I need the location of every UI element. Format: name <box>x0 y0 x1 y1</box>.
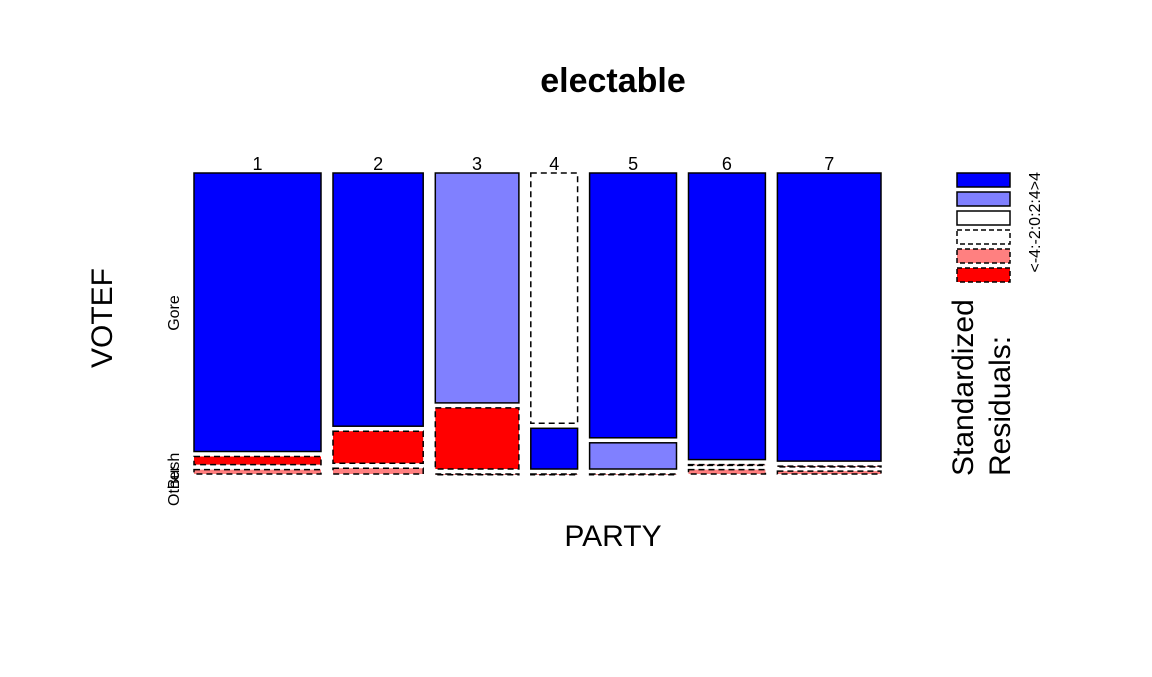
mosaic-cell-3-bush <box>434 407 520 470</box>
mosaic-cell-5-other <box>588 473 678 476</box>
mosaic-cell-3-other <box>434 473 520 476</box>
mosaic-cell-5-gore <box>588 172 678 439</box>
mosaic-cell-1-other <box>193 468 322 475</box>
legend-swatch-4 <box>956 248 1011 264</box>
mosaic-cell-4-other <box>530 473 579 476</box>
mosaic-cell-7-bush <box>776 465 882 468</box>
mosaic-cell-7-gore <box>776 172 882 462</box>
mosaic-cell-4-gore <box>530 172 579 425</box>
column-label-4: 4 <box>549 154 559 174</box>
mosaic-cell-1-gore <box>193 172 322 453</box>
mosaic-cell-6-other <box>687 468 767 475</box>
mosaic-cell-1-bush <box>193 455 322 466</box>
mosaic-cell-2-gore <box>332 172 424 427</box>
legend-swatch-2 <box>956 210 1011 226</box>
legend-title-line2: Residuals: <box>984 336 1017 476</box>
y-axis-title: VOTEF <box>86 268 119 368</box>
residual-legend: <-4:-2:0:2:4>4 Standardized Residuals: <box>947 172 1044 476</box>
legend-swatch-0 <box>956 172 1011 188</box>
legend-swatch-3 <box>956 229 1011 245</box>
legend-break-labels: <-4:-2:0:2:4>4 <box>1027 172 1044 273</box>
column-label-5: 5 <box>628 154 638 174</box>
level-label-bush: Bush <box>166 453 183 489</box>
legend-swatch-1 <box>956 191 1011 207</box>
legend-title-line1: Standardized <box>947 299 980 476</box>
mosaic-cell-7-other <box>776 470 882 475</box>
mosaic-cell-2-bush <box>332 430 424 464</box>
mosaic-cell-6-gore <box>687 172 767 461</box>
level-label-other: Other <box>166 465 183 506</box>
legend-swatch-5 <box>956 267 1011 283</box>
mosaic-cell-2-other <box>332 467 424 475</box>
column-label-2: 2 <box>373 154 383 174</box>
column-label-7: 7 <box>824 154 834 174</box>
column-label-1: 1 <box>252 154 262 174</box>
x-axis-title: PARTY <box>564 520 661 553</box>
mosaic-cell-5-bush <box>588 442 678 470</box>
mosaic-cell-4-bush <box>530 427 579 470</box>
column-label-6: 6 <box>722 154 732 174</box>
mosaic-cell-3-gore <box>434 172 520 404</box>
mosaic-cell-6-bush <box>687 463 767 467</box>
level-label-gore: Gore <box>166 295 183 331</box>
column-labels: 1 2 3 4 5 6 7 <box>252 154 834 174</box>
mosaic-cells <box>193 172 882 476</box>
column-label-3: 3 <box>472 154 482 174</box>
chart-title: electable <box>540 62 686 100</box>
